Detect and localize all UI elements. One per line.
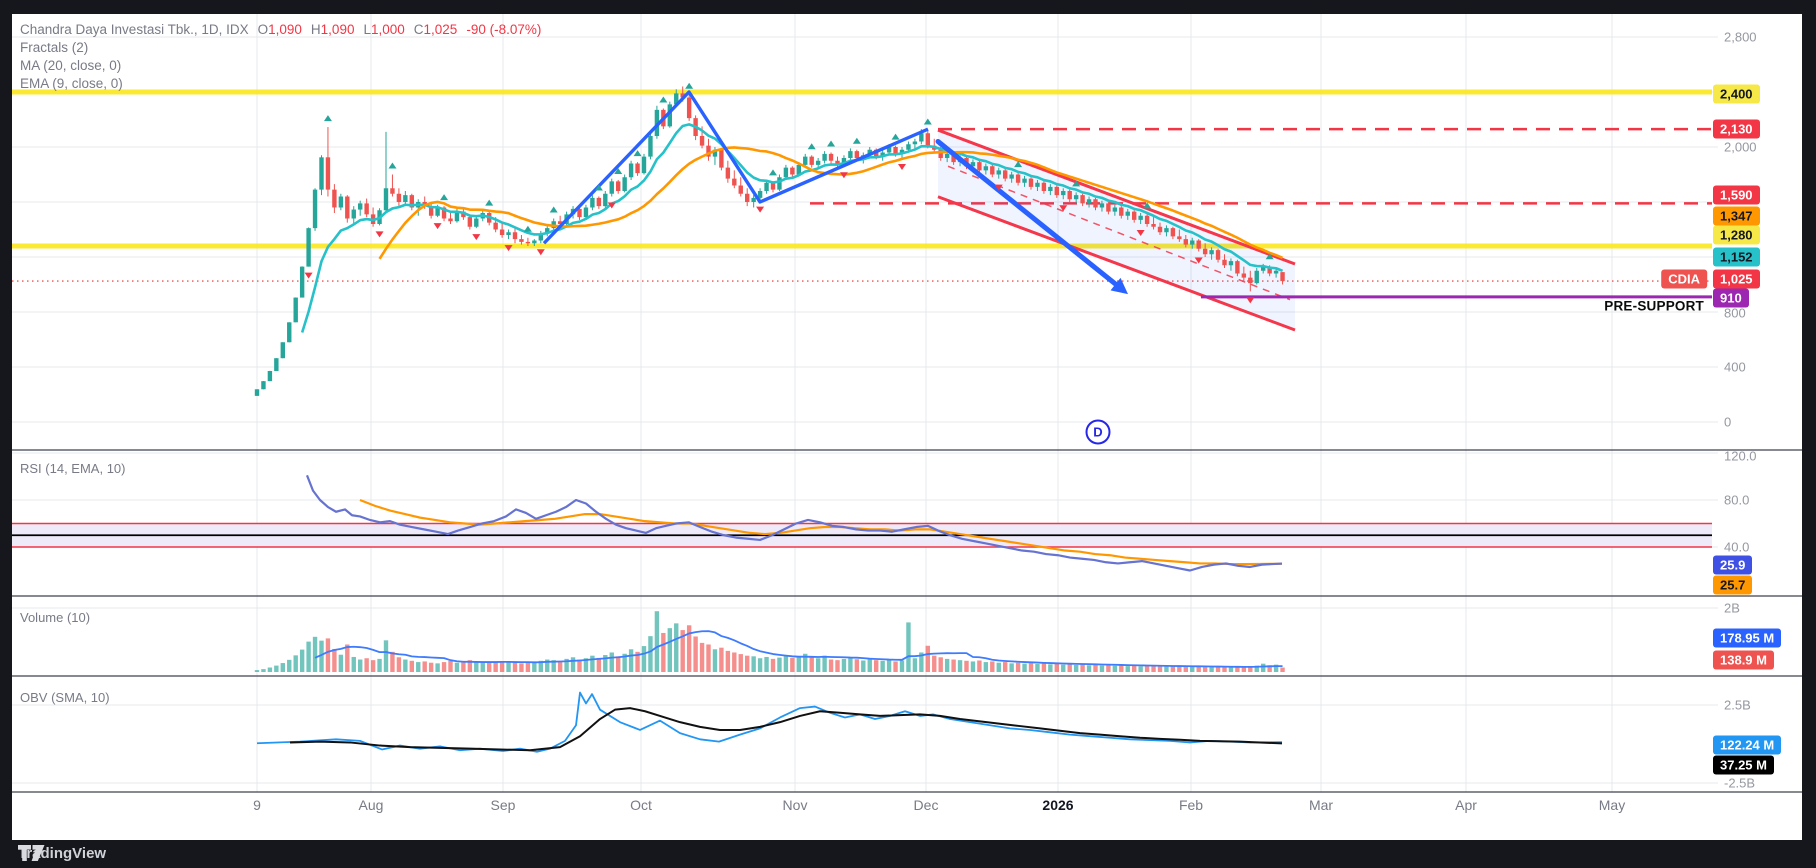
close-label: C — [413, 22, 424, 37]
open-value: 1,090 — [268, 22, 302, 37]
close-value: 1,025 — [423, 22, 458, 37]
ema-legend-label: EMA (9, close, 0) — [20, 76, 123, 91]
symbol-row[interactable]: Chandra Daya Investasi Tbk., 1D, IDX O1,0… — [20, 21, 541, 39]
legend: Chandra Daya Investasi Tbk., 1D, IDX O1,0… — [20, 21, 541, 93]
rsi-panel-label[interactable]: RSI (14, EMA, 10) — [20, 461, 126, 476]
tradingview-logo-icon — [18, 845, 45, 861]
indicator-row-fractals[interactable]: Fractals (2) — [20, 39, 541, 57]
high-label: H — [310, 22, 321, 37]
indicator-row-ema[interactable]: EMA (9, close, 0) — [20, 75, 541, 93]
fractals-legend-label: Fractals (2) — [20, 40, 89, 55]
high-value: 1,090 — [320, 22, 355, 37]
low-value: 1,000 — [370, 22, 405, 37]
ma-legend-label: MA (20, close, 0) — [20, 58, 122, 73]
volume-panel-label[interactable]: Volume (10) — [20, 610, 91, 625]
obv-panel-label[interactable]: OBV (SMA, 10) — [20, 690, 110, 705]
indicator-row-ma[interactable]: MA (20, close, 0) — [20, 57, 541, 75]
low-label: L — [363, 22, 371, 37]
open-label: O — [257, 22, 269, 37]
tradingview-logo[interactable]: TradingView — [18, 845, 106, 862]
symbol-title: Chandra Daya Investasi Tbk., 1D, IDX — [20, 22, 249, 37]
d-wave-marker: D — [1093, 425, 1102, 440]
ohlc-values: O1,090 H1,090 L1,000 C1,025 -90 (-8.07%) — [249, 22, 542, 37]
change-value: -90 (-8.07%) — [466, 22, 542, 37]
